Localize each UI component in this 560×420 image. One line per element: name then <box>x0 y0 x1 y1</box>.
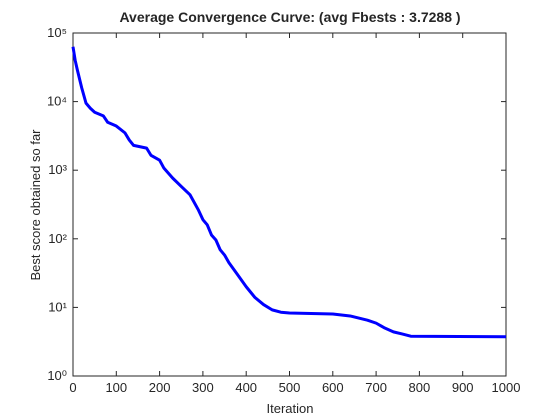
x-tick-label: 800 <box>409 380 431 395</box>
y-tick-label: 10¹ <box>48 299 67 314</box>
x-tick-label: 500 <box>279 380 301 395</box>
x-tick-label: 200 <box>149 380 171 395</box>
x-axis-label: Iteration <box>267 401 314 416</box>
chart-title: Average Convergence Curve: (avg Fbests :… <box>119 9 460 25</box>
x-tick-label: 900 <box>452 380 474 395</box>
x-tick-label: 600 <box>322 380 344 395</box>
x-tick-label: 400 <box>235 380 257 395</box>
y-tick-label: 10³ <box>48 162 67 177</box>
x-tick-label: 700 <box>365 380 387 395</box>
x-tick-label: 1000 <box>492 380 521 395</box>
y-axis-label: Best score obtained so far <box>28 129 43 281</box>
series-line <box>71 46 507 339</box>
y-tick-label: 10⁵ <box>47 25 67 40</box>
x-tick-label: 300 <box>192 380 214 395</box>
y-tick-label: 10⁴ <box>47 94 67 109</box>
plot-area <box>72 32 507 377</box>
x-tick-label: 0 <box>69 380 76 395</box>
y-tick-label: 10⁰ <box>47 368 67 383</box>
x-tick-label: 100 <box>105 380 127 395</box>
y-tick-label: 10² <box>48 231 67 246</box>
